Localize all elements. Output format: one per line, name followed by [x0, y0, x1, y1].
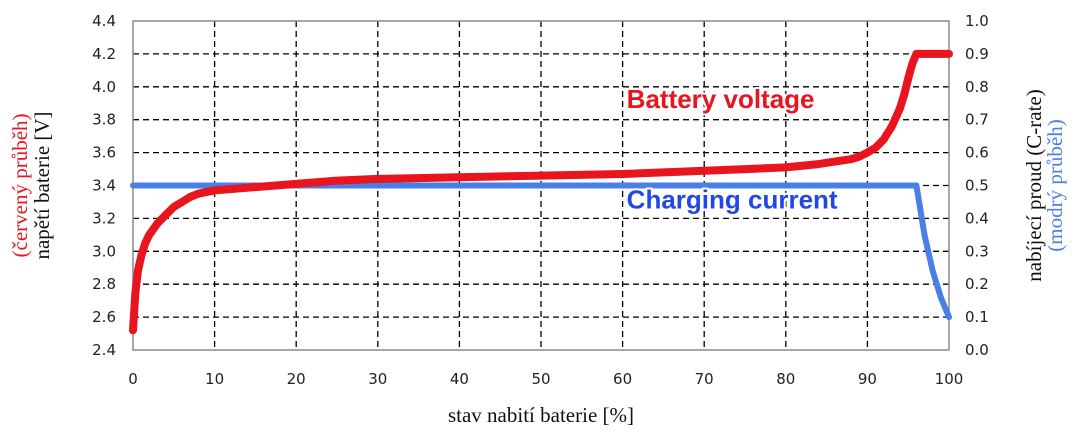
y-left-tick-label: 3.2 — [92, 209, 116, 227]
y-right-tick-label: 0.5 — [965, 177, 989, 195]
y-left-tick-label: 4.2 — [92, 45, 116, 63]
x-tick-label: 80 — [776, 370, 795, 388]
x-tick-label: 10 — [205, 370, 224, 388]
y-right-tick-label: 0.8 — [965, 78, 989, 96]
y-right-tick-label: 0.2 — [965, 275, 989, 293]
y-left-tick-label: 3.8 — [92, 111, 116, 129]
y-left-tick-label: 2.8 — [92, 275, 116, 293]
x-tick-labels: 0 10 20 30 40 50 60 70 80 90 100 — [128, 370, 963, 388]
y-left-tick-label: 3.4 — [92, 177, 116, 195]
battery-voltage-label: Battery voltage — [627, 84, 815, 114]
x-tick-label: 20 — [287, 370, 306, 388]
x-tick-label: 90 — [858, 370, 877, 388]
x-tick-label: 50 — [531, 370, 550, 388]
y-left-axis-title-note: (červený průběh) — [8, 113, 32, 257]
y-right-axis-title-note: (modrý průběh) — [1043, 119, 1067, 251]
x-tick-label: 70 — [695, 370, 714, 388]
y-right-tick-label: 0.1 — [965, 308, 989, 326]
y-right-tick-label: 0.7 — [965, 111, 989, 129]
charging-current-label: Charging current — [627, 185, 838, 215]
y-left-tick-label: 2.4 — [92, 341, 116, 359]
y-left-axis-title: napětí baterie [V] — [30, 111, 54, 259]
y-left-tick-label: 3.0 — [92, 242, 116, 260]
y-left-tick-label: 3.6 — [92, 144, 116, 162]
y-right-tick-label: 0.9 — [965, 45, 989, 63]
gridlines — [133, 21, 949, 350]
y-right-tick-label: 0.4 — [965, 209, 989, 227]
y-right-tick-label: 0.0 — [965, 341, 989, 359]
y-right-tick-label: 0.3 — [965, 242, 989, 260]
x-tick-label: 30 — [368, 370, 387, 388]
y-right-tick-labels: 0.0 0.1 0.2 0.3 0.4 0.5 0.6 0.7 0.8 0.9 1.0 — [965, 12, 989, 359]
y-right-tick-label: 0.6 — [965, 144, 989, 162]
y-left-tick-label: 4.4 — [92, 12, 116, 30]
x-axis-title: stav nabití baterie [%] — [448, 403, 634, 427]
battery-voltage-line — [129, 49, 953, 335]
x-tick-label: 40 — [450, 370, 469, 388]
annotations: Battery voltage Charging current — [625, 82, 840, 216]
y-left-tick-labels: 2.4 2.6 2.8 3.0 3.2 3.4 3.6 3.8 4.0 4.2 4.4 — [92, 12, 116, 359]
y-right-axis-title: nabíjecí proud (C-rate) — [1022, 89, 1046, 281]
x-tick-label: 100 — [935, 370, 964, 388]
series-lines — [129, 49, 953, 335]
charging-current-line — [130, 182, 952, 321]
y-right-tick-label: 1.0 — [965, 12, 989, 30]
x-tick-label: 60 — [613, 370, 632, 388]
x-tick-label: 0 — [128, 370, 138, 388]
y-left-tick-label: 2.6 — [92, 308, 116, 326]
y-left-tick-label: 4.0 — [92, 78, 116, 96]
